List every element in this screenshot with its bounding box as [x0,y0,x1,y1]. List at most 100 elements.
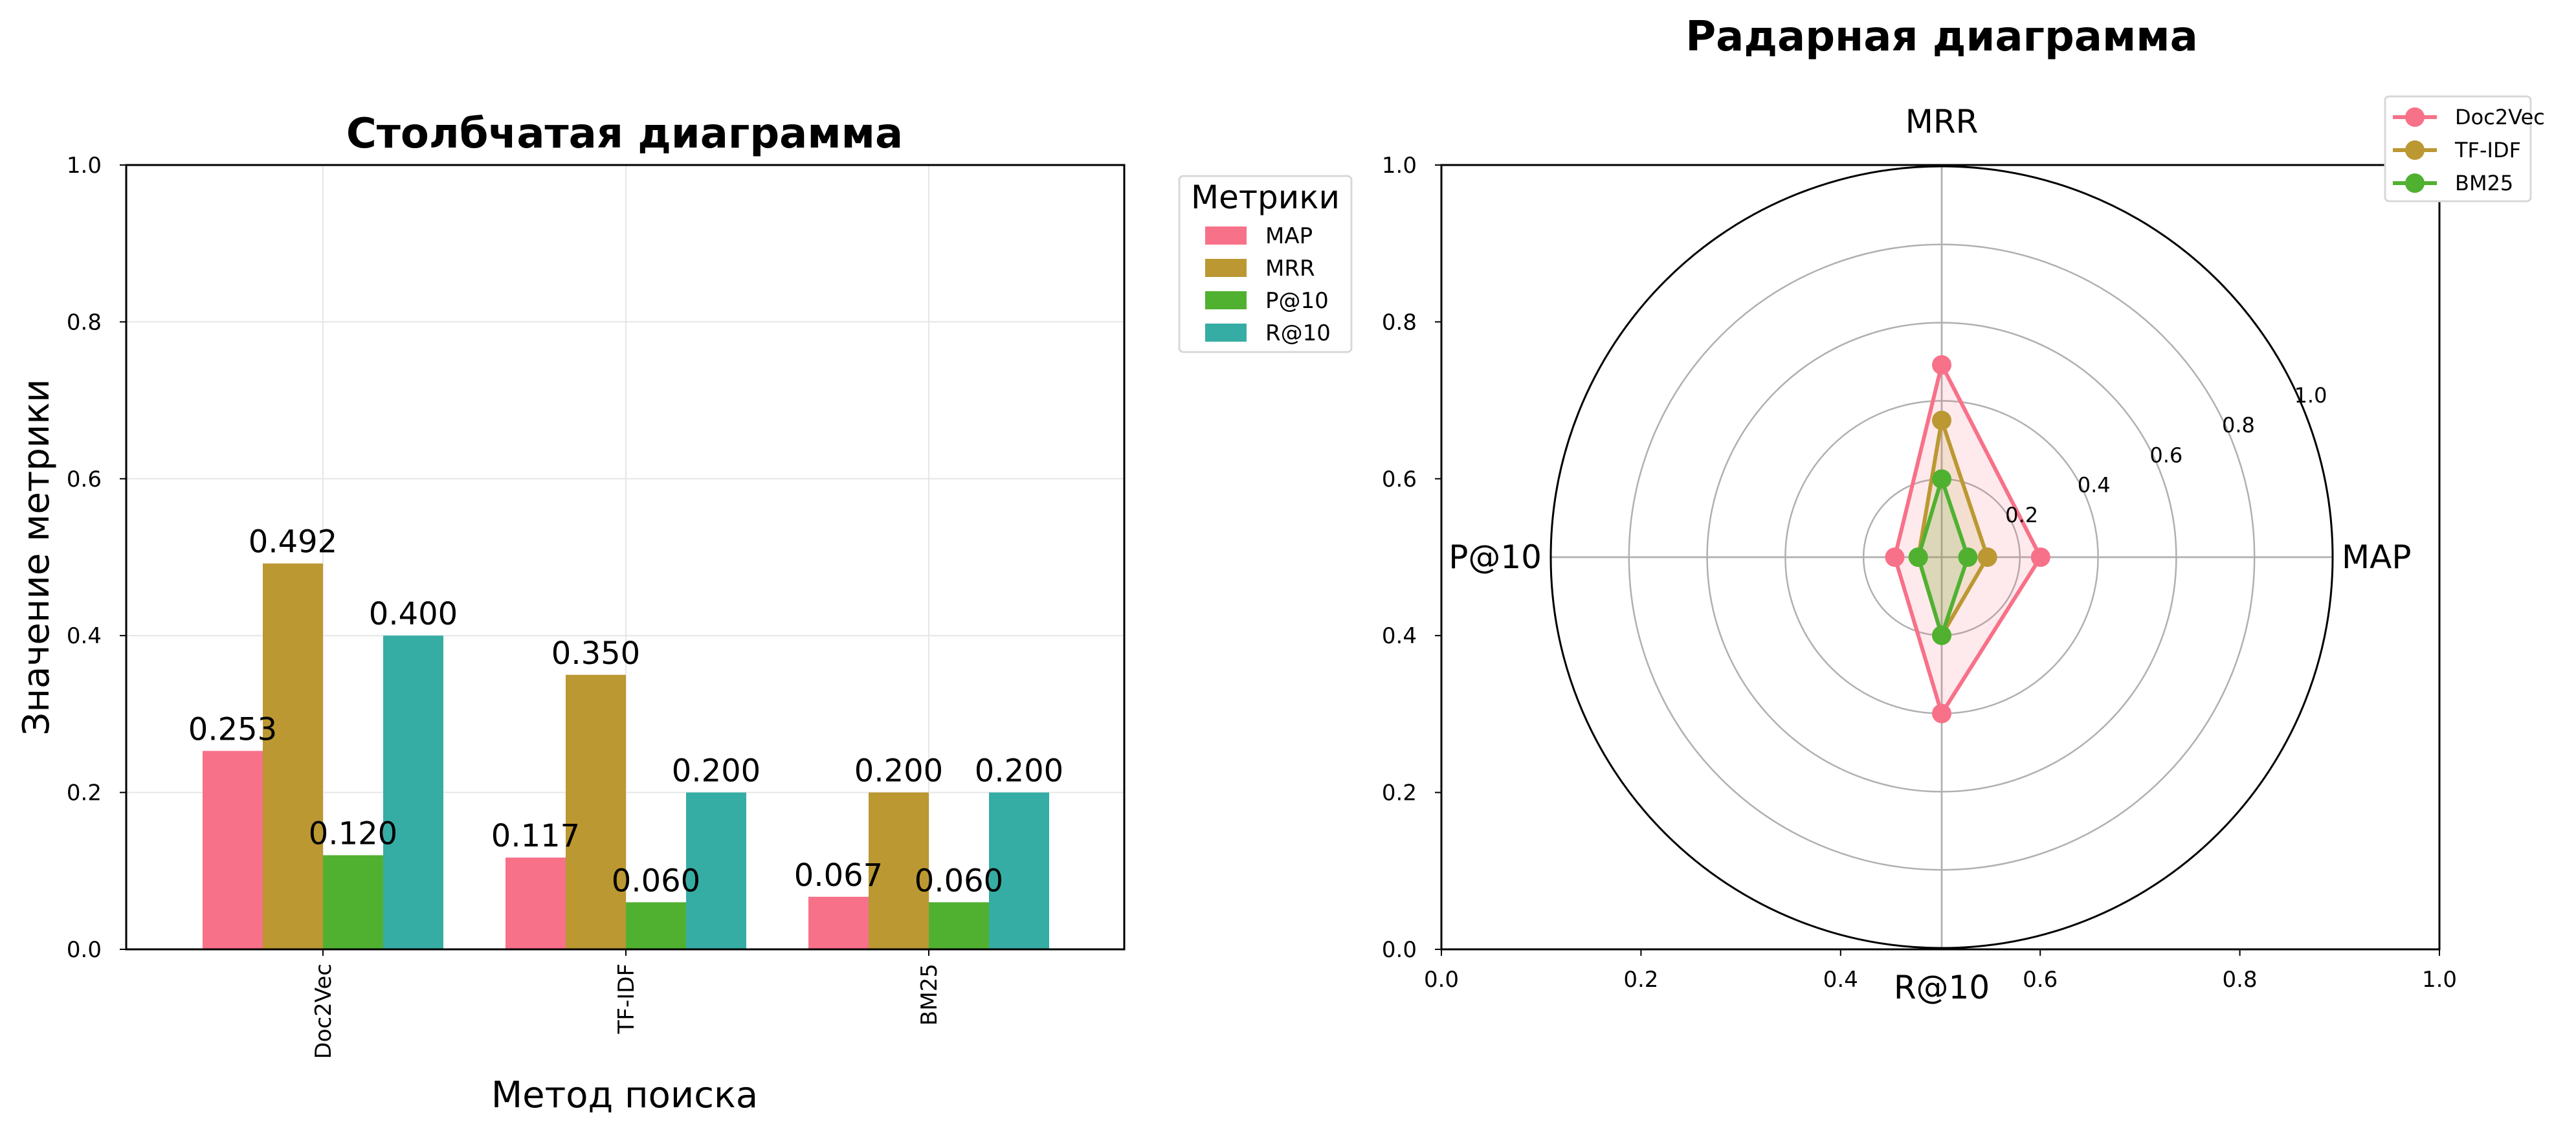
bar-r10-doc2vec [383,635,443,949]
radar-rtick-label: 0.2 [2005,503,2038,527]
radar-axis-labels: MAP MRR P@10 R@10 [1449,103,2411,1006]
bar-ytick-label: 0.4 [67,623,102,649]
radar-frame [1440,164,2441,951]
bar-chart-bars [203,563,1049,949]
bar-mrr-doc2vec [263,563,323,949]
bar-ytick-label: 0.8 [67,309,102,335]
bar-map-tf-idf [505,857,566,949]
radar-frame-xtick-label: 0.2 [1623,967,1658,993]
bar-chart-ylabel: Значение метрики [16,379,58,735]
bar-p10-tf-idf [626,902,686,949]
radar-point-doc2vec [1885,547,1905,567]
radar-point-bm25 [1958,547,1978,567]
radar-rtick-label: 0.6 [2149,443,2182,467]
figure-suptitle: Радарная диаграмма [1685,13,2198,61]
radar-frame-ytick-label: 0.4 [1382,623,1417,649]
bar-xtick-label: TF-IDF [614,964,639,1034]
bar-chart-y-ticks: 0.0 0.2 0.4 0.6 0.8 1.0 [67,153,126,963]
bar-ytick-label: 0.6 [67,467,102,492]
radar-radial-ticks: 0.2 0.4 0.6 0.8 1.0 [2005,383,2327,527]
radar-point-tfidf [1932,410,1951,430]
radar-axis-label-r10: R@10 [1894,969,1990,1006]
bar-chart-title: Столбчатая диаграмма [346,110,903,158]
bar-ytick-label: 0.0 [67,937,102,963]
bar-chart-xlabel: Метод поиска [491,1074,758,1116]
radar-point-doc2vec [1932,355,1951,375]
bar-legend-label: MRR [1265,256,1315,281]
bar-chart-legend: Метрики MAP MRR P@10 R@10 [1178,175,1353,353]
bar-xtick-label: Doc2Vec [311,964,337,1059]
radar-point-bm25 [1932,469,1951,489]
bar-legend-swatch [1205,259,1247,277]
radar-point-tfidf [1977,547,1997,567]
radar-series [1885,355,2050,723]
radar-legend: Doc2Vec TF-IDF BM25 [2384,95,2545,203]
bar-legend-swatch [1205,324,1247,342]
bar-legend-swatch [1205,291,1247,309]
radar-axis-label-p10: P@10 [1449,538,1542,576]
radar-legend-marker [2405,173,2425,193]
radar-frame-ytick-label: 0.8 [1382,309,1417,335]
radar-area-doc2vec [1894,364,2041,714]
radar-point-doc2vec [1932,703,1951,723]
bar-mrr-tf-idf [566,674,626,949]
bar-ytick-label: 0.2 [67,780,102,806]
bar-legend-title: Метрики [1191,179,1340,216]
radar-rtick-label: 0.8 [2222,413,2255,437]
bar-value-label: 0.067 [794,857,883,894]
bar-r10-bm25 [989,792,1049,949]
bar-value-label: 0.200 [854,753,943,789]
radar-point-bm25 [1908,547,1928,567]
bar-chart-x-ticks: Doc2Vec TF-IDF BM25 [311,949,942,1059]
bar-value-label: 0.400 [369,596,458,632]
bar-r10-tf-idf [686,792,746,949]
radar-legend-label: Doc2Vec [2455,105,2545,129]
bar-p10-doc2vec [323,855,383,949]
radar-frame-xtick-label: 0.6 [2023,967,2058,993]
bar-map-doc2vec [203,751,263,949]
bar-value-label: 0.492 [249,524,337,560]
bar-value-label: 0.253 [188,711,277,747]
radar-legend-marker [2405,107,2425,127]
radar-point-doc2vec [2030,547,2050,567]
radar-chart-panel: 0.0 0.2 0.4 0.6 0.8 1.0 0.0 0.2 0.4 0.6 0.8 1.0 0.2… [1382,95,2545,1006]
radar-frame-ytick-label: 1.0 [1382,153,1417,179]
radar-frame-ytick-label: 0.2 [1382,780,1417,806]
radar-frame-ytick-label: 0.0 [1382,937,1417,963]
bar-chart-panel: Столбчатая диаграмма 0.253 0.117 0.067 0.49… [16,110,1353,1116]
bar-value-label: 0.200 [672,753,761,789]
bar-legend-label: R@10 [1265,320,1331,346]
radar-axis-label-map: MAP [2342,538,2412,576]
bar-value-label: 0.117 [491,818,580,854]
bar-value-label: 0.060 [612,863,700,899]
bar-legend-items: MAP MRR P@10 R@10 [1205,223,1331,346]
bar-ytick-label: 1.0 [67,153,102,179]
radar-legend-label: BM25 [2455,171,2513,195]
bar-xtick-label: BM25 [916,964,942,1026]
bar-legend-swatch [1205,226,1247,245]
radar-axis-label-mrr: MRR [1905,103,1979,140]
radar-frame-xtick-label: 0.0 [1424,967,1459,993]
bar-value-label: 0.350 [551,635,640,672]
bar-legend-label: MAP [1265,223,1313,249]
radar-legend-items: Doc2Vec TF-IDF BM25 [2393,105,2545,195]
bar-map-bm25 [808,896,869,949]
radar-frame-xtick-label: 0.4 [1823,967,1858,993]
radar-frame-ticks: 0.0 0.2 0.4 0.6 0.8 1.0 0.0 0.2 0.4 0.6 0.8 1.0 [1382,153,2457,993]
bar-mrr-bm25 [869,792,929,949]
bar-p10-bm25 [929,902,989,949]
radar-frame-ytick-label: 0.6 [1382,467,1417,492]
radar-outer-circle [1549,165,2334,949]
radar-frame-xtick-label: 0.8 [2223,967,2258,993]
radar-legend-marker [2405,140,2425,160]
bar-value-label: 0.060 [915,863,1003,899]
radar-rtick-label: 1.0 [2294,383,2327,408]
radar-legend-label: TF-IDF [2454,138,2521,162]
bar-value-labels: 0.253 0.117 0.067 0.492 0.350 0.200 0.120 0.060… [188,524,1063,900]
radar-frame-xtick-label: 1.0 [2422,967,2457,993]
bar-value-label: 0.120 [309,816,397,852]
bar-legend-label: P@10 [1265,288,1329,314]
bar-value-label: 0.200 [975,753,1063,789]
radar-point-bm25 [1932,625,1951,645]
